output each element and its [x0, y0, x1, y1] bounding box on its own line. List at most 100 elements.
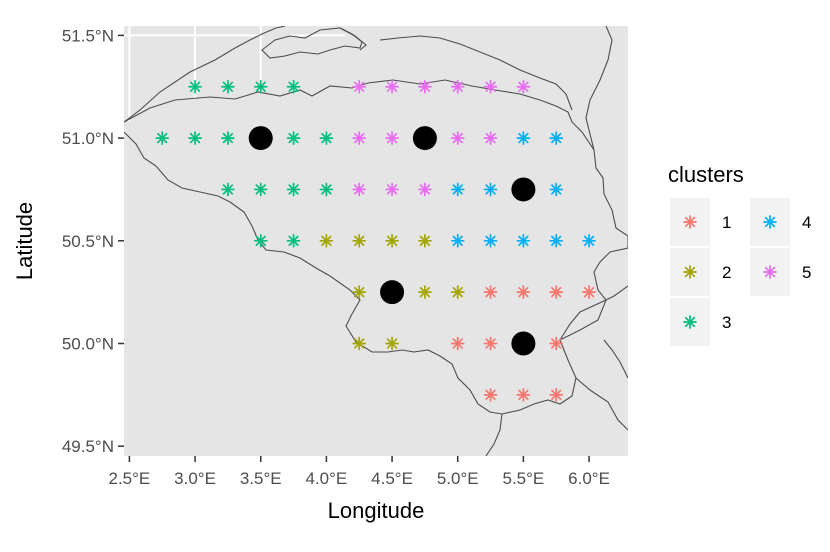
centroid-points: [248, 126, 536, 356]
point-cluster-1-9: [549, 388, 564, 402]
point-cluster-2-8: [385, 336, 399, 351]
point-cluster-5-6: [352, 131, 367, 145]
point-cluster-5-3: [450, 79, 465, 94]
point-cluster-3-5: [188, 131, 202, 145]
point-cluster-5-2: [418, 79, 432, 94]
point-cluster-2-7: [352, 336, 367, 351]
x-tick-label-0: 2.5°E: [109, 469, 151, 488]
point-cluster-2-2: [385, 233, 399, 248]
y-tick-label-3: 51.0°N: [62, 129, 114, 148]
y-tick-label-0: 49.5°N: [62, 437, 114, 456]
point-cluster-1-6: [549, 336, 564, 351]
point-cluster-4-6: [483, 233, 498, 248]
x-axis: 2.5°E 3.0°E 3.5°E 4.0°E 4.5°E 5.0°E 5.5°E 6.0°E: [109, 456, 610, 488]
luxembourg-border: [559, 285, 628, 341]
centroid-3: [380, 280, 405, 305]
point-cluster-4-1: [549, 131, 564, 145]
point-cluster-4-4: [549, 182, 564, 197]
y-tick-label-2: 50.5°N: [62, 232, 114, 251]
scheldt-estuary: [339, 27, 367, 51]
point-cluster-5-1: [385, 79, 399, 94]
point-cluster-5-12: [418, 182, 432, 197]
x-tick-label-6: 5.5°E: [502, 469, 544, 488]
legend-label-4: 4: [802, 213, 811, 232]
data-points: [155, 79, 596, 402]
point-cluster-1-0: [483, 285, 498, 299]
point-cluster-4-0: [516, 131, 531, 145]
point-cluster-3-9: [221, 182, 235, 197]
centroid-4: [511, 331, 536, 356]
point-cluster-5-5: [516, 79, 531, 94]
legend-label-5: 5: [802, 263, 811, 282]
point-cluster-3-8: [319, 131, 334, 145]
point-cluster-4-9: [582, 233, 596, 248]
point-cluster-5-8: [450, 131, 465, 145]
legend-key-5: [763, 265, 777, 279]
point-cluster-1-8: [516, 388, 531, 402]
legend: clusters 1 2 3 4 5: [668, 162, 811, 346]
centroid-2: [511, 177, 536, 202]
point-cluster-1-4: [450, 336, 465, 351]
point-cluster-5-11: [385, 182, 399, 197]
germany-border: [585, 26, 613, 151]
point-cluster-2-0: [319, 233, 334, 248]
centroid-0: [248, 126, 273, 151]
x-axis-title: Longitude: [328, 498, 425, 523]
point-cluster-4-2: [450, 182, 465, 197]
point-cluster-3-14: [286, 233, 301, 248]
point-cluster-5-7: [385, 131, 399, 145]
point-cluster-3-13: [253, 233, 268, 248]
point-cluster-3-1: [221, 79, 235, 94]
point-cluster-2-1: [352, 233, 367, 248]
netherlands-border: [124, 26, 286, 123]
point-cluster-1-7: [483, 388, 498, 402]
x-tick-label-7: 6.0°E: [568, 469, 610, 488]
x-tick-label-2: 3.5°E: [240, 469, 282, 488]
point-cluster-3-10: [253, 182, 268, 197]
x-tick-label-3: 4.0°E: [306, 469, 348, 488]
y-axis: 49.5°N 50.0°N 50.5°N 51.0°N 51.5°N: [62, 26, 124, 456]
point-cluster-3-12: [319, 182, 334, 197]
legend-title: clusters: [668, 162, 744, 187]
point-cluster-3-3: [286, 79, 301, 94]
france-border: [485, 413, 503, 456]
france-east: [603, 339, 628, 379]
point-cluster-4-5: [450, 233, 465, 248]
legend-label-1: 1: [722, 213, 731, 232]
point-cluster-2-6: [450, 285, 465, 299]
point-cluster-2-4: [352, 285, 367, 299]
point-cluster-5-9: [483, 131, 498, 145]
luxembourg-south: [575, 377, 628, 431]
x-tick-label-4: 4.5°E: [371, 469, 413, 488]
centroid-1: [412, 126, 437, 151]
point-cluster-1-5: [483, 336, 498, 351]
point-cluster-2-5: [418, 285, 432, 299]
point-cluster-1-2: [549, 285, 564, 299]
point-cluster-4-7: [516, 233, 531, 248]
point-cluster-4-8: [549, 233, 564, 248]
legend-label-3: 3: [722, 313, 731, 332]
point-cluster-2-3: [418, 233, 432, 248]
point-cluster-5-10: [352, 182, 367, 197]
point-cluster-3-6: [221, 131, 235, 145]
y-tick-label-1: 50.0°N: [62, 335, 114, 354]
point-cluster-3-2: [253, 79, 268, 94]
point-cluster-5-0: [352, 79, 367, 94]
legend-label-2: 2: [722, 263, 731, 282]
y-axis-title: Latitude: [12, 202, 37, 280]
point-cluster-5-4: [483, 79, 498, 94]
legend-key-1: [683, 215, 697, 229]
legend-key-4: [763, 215, 777, 229]
point-cluster-1-3: [582, 285, 596, 299]
y-tick-label-4: 51.5°N: [62, 26, 114, 45]
grid-lines: [124, 26, 345, 122]
point-cluster-1-1: [516, 285, 531, 299]
point-cluster-3-11: [286, 182, 301, 197]
coast-islands: [261, 27, 363, 59]
netherlands-inland: [379, 35, 573, 111]
x-tick-label-5: 5.0°E: [437, 469, 479, 488]
point-cluster-4-3: [483, 182, 498, 197]
legend-key-2: [683, 265, 697, 279]
legend-key-3: [683, 315, 697, 329]
